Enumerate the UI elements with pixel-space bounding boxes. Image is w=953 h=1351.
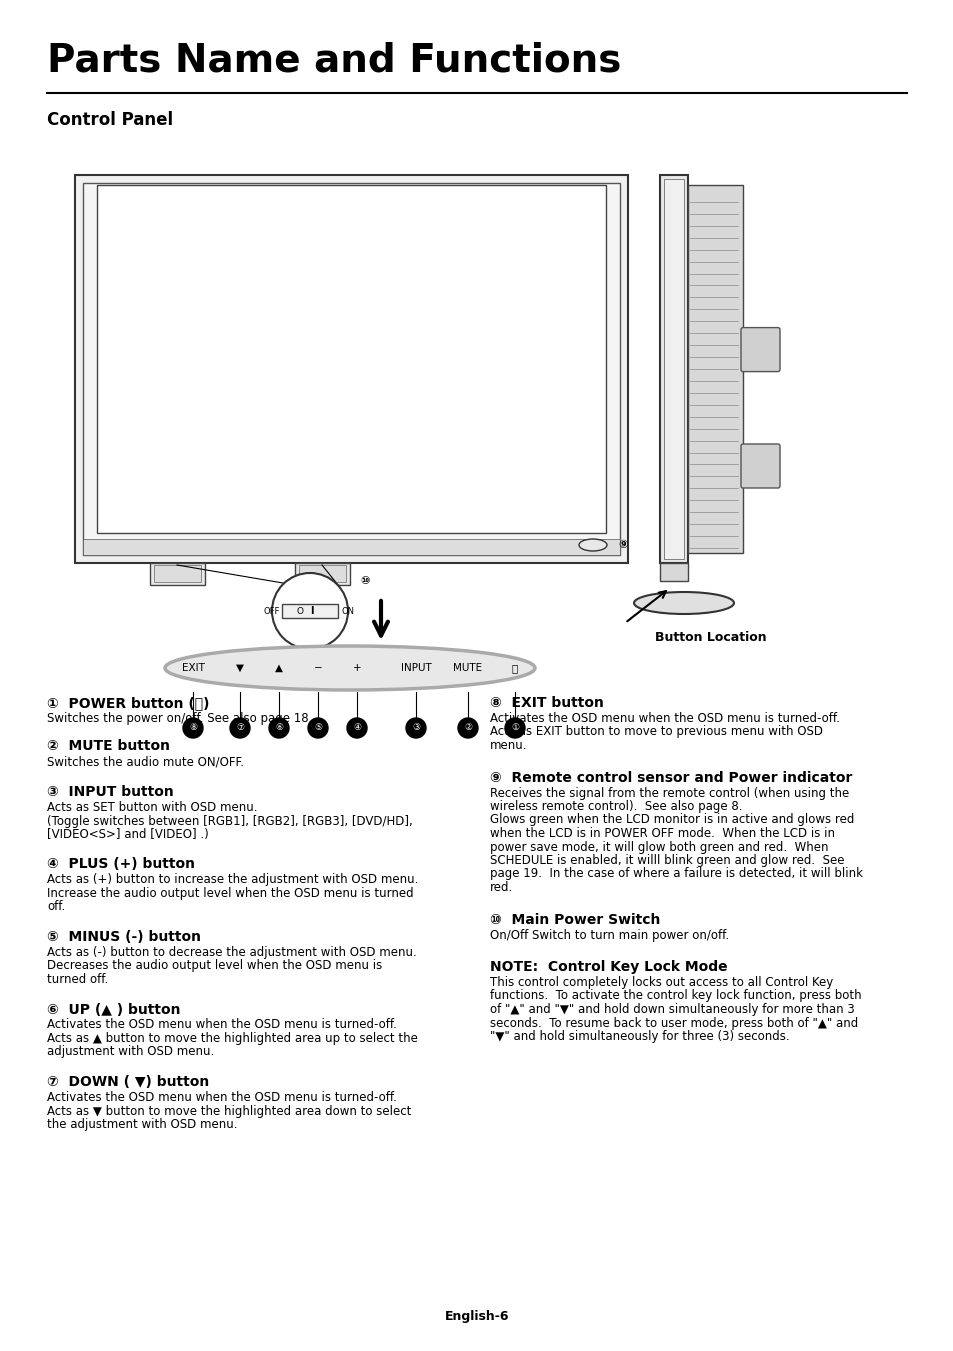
Text: On/Off Switch to turn main power on/off.: On/Off Switch to turn main power on/off. <box>490 928 728 942</box>
Text: Glows green when the LCD monitor is in active and glows red: Glows green when the LCD monitor is in a… <box>490 813 854 827</box>
Text: ④: ④ <box>353 724 360 732</box>
Text: ④  PLUS (+) button: ④ PLUS (+) button <box>47 858 194 871</box>
Text: Switches the power on/off. See also page 18.: Switches the power on/off. See also page… <box>47 712 312 725</box>
Text: OFF: OFF <box>264 607 280 616</box>
Text: (Toggle switches between [RGB1], [RGB2], [RGB3], [DVD/HD],: (Toggle switches between [RGB1], [RGB2],… <box>47 815 413 828</box>
Ellipse shape <box>165 646 535 690</box>
Circle shape <box>347 717 367 738</box>
Circle shape <box>230 717 250 738</box>
Circle shape <box>269 717 289 738</box>
Text: Activates the OSD menu when the OSD menu is turned-off.: Activates the OSD menu when the OSD menu… <box>47 1092 396 1104</box>
FancyBboxPatch shape <box>740 327 780 372</box>
Text: of "▲" and "▼" and hold down simultaneously for more than 3: of "▲" and "▼" and hold down simultaneou… <box>490 1002 854 1016</box>
Text: Parts Name and Functions: Parts Name and Functions <box>47 41 620 78</box>
Text: Increase the audio output level when the OSD menu is turned: Increase the audio output level when the… <box>47 888 414 900</box>
Text: EXIT: EXIT <box>181 663 204 673</box>
Text: Acts as EXIT button to move to previous menu with OSD: Acts as EXIT button to move to previous … <box>490 725 822 739</box>
Text: ⑦  DOWN ( ▼) button: ⑦ DOWN ( ▼) button <box>47 1075 209 1089</box>
Text: ⑥  UP (▲ ) button: ⑥ UP (▲ ) button <box>47 1002 180 1016</box>
FancyBboxPatch shape <box>740 444 780 488</box>
Text: ON: ON <box>341 607 355 616</box>
Text: turned off.: turned off. <box>47 973 108 986</box>
Text: Acts as (+) button to increase the adjustment with OSD menu.: Acts as (+) button to increase the adjus… <box>47 874 418 886</box>
Text: Activates the OSD menu when the OSD menu is turned-off.: Activates the OSD menu when the OSD menu… <box>47 1019 396 1032</box>
Bar <box>75 176 627 563</box>
Text: ⑤: ⑤ <box>314 724 322 732</box>
Text: MUTE: MUTE <box>453 663 482 673</box>
Bar <box>282 604 337 617</box>
Text: +: + <box>353 663 361 673</box>
Text: Acts as SET button with OSD menu.: Acts as SET button with OSD menu. <box>47 801 257 815</box>
Text: ③  INPUT button: ③ INPUT button <box>47 785 173 798</box>
Bar <box>659 563 687 581</box>
Text: ⑤  MINUS (-) button: ⑤ MINUS (-) button <box>47 929 201 944</box>
Text: ⑧  EXIT button: ⑧ EXIT button <box>490 696 603 711</box>
Text: O: O <box>296 607 303 616</box>
Text: −: − <box>314 663 322 673</box>
Text: red.: red. <box>490 881 513 894</box>
Text: when the LCD is in POWER OFF mode.  When the LCD is in: when the LCD is in POWER OFF mode. When … <box>490 827 834 840</box>
Circle shape <box>504 717 524 738</box>
Text: menu.: menu. <box>490 739 527 753</box>
Bar <box>150 563 205 585</box>
Text: ②  MUTE button: ② MUTE button <box>47 739 170 754</box>
Bar <box>83 182 619 555</box>
Text: the adjustment with OSD menu.: the adjustment with OSD menu. <box>47 1119 237 1131</box>
Bar <box>298 565 346 582</box>
Text: INPUT: INPUT <box>400 663 431 673</box>
Text: Receives the signal from the remote control (when using the: Receives the signal from the remote cont… <box>490 786 848 800</box>
Text: ⑧: ⑧ <box>189 724 197 732</box>
Text: Decreases the audio output level when the OSD menu is: Decreases the audio output level when th… <box>47 959 382 973</box>
Text: This control completely locks out access to all Control Key: This control completely locks out access… <box>490 975 832 989</box>
Text: ②: ② <box>463 724 472 732</box>
Bar <box>97 185 605 195</box>
Text: "▼" and hold simultaneously for three (3) seconds.: "▼" and hold simultaneously for three (3… <box>490 1029 789 1043</box>
Text: ⑦: ⑦ <box>235 724 244 732</box>
Text: Acts as (-) button to decrease the adjustment with OSD menu.: Acts as (-) button to decrease the adjus… <box>47 946 416 959</box>
Text: ①  POWER button (⏻): ① POWER button (⏻) <box>47 696 210 711</box>
Text: ③: ③ <box>412 724 419 732</box>
Text: adjustment with OSD menu.: adjustment with OSD menu. <box>47 1046 214 1058</box>
Text: I: I <box>310 607 314 616</box>
Text: off.: off. <box>47 901 65 913</box>
Text: NOTE:  Control Key Lock Mode: NOTE: Control Key Lock Mode <box>490 961 727 974</box>
Text: Acts as ▲ button to move the highlighted area up to select the: Acts as ▲ button to move the highlighted… <box>47 1032 417 1046</box>
Circle shape <box>272 573 348 648</box>
Bar <box>663 178 683 559</box>
Ellipse shape <box>634 592 733 613</box>
Text: ⑨  Remote control sensor and Power indicator: ⑨ Remote control sensor and Power indica… <box>490 770 851 785</box>
Text: Acts as ▼ button to move the highlighted area down to select: Acts as ▼ button to move the highlighted… <box>47 1105 411 1117</box>
Bar <box>659 176 687 563</box>
Circle shape <box>308 717 328 738</box>
Text: page 19.  In the case of where a failure is detected, it will blink: page 19. In the case of where a failure … <box>490 867 862 881</box>
Text: Switches the audio mute ON/OFF.: Switches the audio mute ON/OFF. <box>47 755 244 769</box>
Text: ▲: ▲ <box>274 663 283 673</box>
Text: power save mode, it will glow both green and red.  When: power save mode, it will glow both green… <box>490 840 827 854</box>
Text: Control Panel: Control Panel <box>47 111 172 128</box>
Text: ⑩  Main Power Switch: ⑩ Main Power Switch <box>490 912 659 927</box>
Text: Button Location: Button Location <box>655 631 766 644</box>
Bar <box>687 185 742 553</box>
Ellipse shape <box>578 539 606 551</box>
Text: functions.  To activate the control key lock function, press both: functions. To activate the control key l… <box>490 989 861 1002</box>
Text: English-6: English-6 <box>444 1310 509 1323</box>
Text: ⑨: ⑨ <box>618 540 627 550</box>
Text: SCHEDULE is enabled, it willl blink green and glow red.  See: SCHEDULE is enabled, it willl blink gree… <box>490 854 843 867</box>
Text: ①: ① <box>511 724 518 732</box>
Bar <box>83 539 619 555</box>
Text: ⏻: ⏻ <box>512 663 517 673</box>
Circle shape <box>183 717 203 738</box>
Text: [VIDEO<S>] and [VIDEO] .): [VIDEO<S>] and [VIDEO] .) <box>47 828 209 842</box>
Text: ▼: ▼ <box>235 663 244 673</box>
Text: seconds.  To resume back to user mode, press both of "▲" and: seconds. To resume back to user mode, pr… <box>490 1016 858 1029</box>
Text: ⑩: ⑩ <box>360 576 370 586</box>
Bar <box>294 563 350 585</box>
Circle shape <box>406 717 426 738</box>
Text: wireless remote control).  See also page 8.: wireless remote control). See also page … <box>490 800 741 813</box>
Bar <box>97 185 605 534</box>
Text: ⑥: ⑥ <box>274 724 283 732</box>
Text: Activates the OSD menu when the OSD menu is turned-off.: Activates the OSD menu when the OSD menu… <box>490 712 839 725</box>
Bar <box>153 565 201 582</box>
Circle shape <box>457 717 477 738</box>
